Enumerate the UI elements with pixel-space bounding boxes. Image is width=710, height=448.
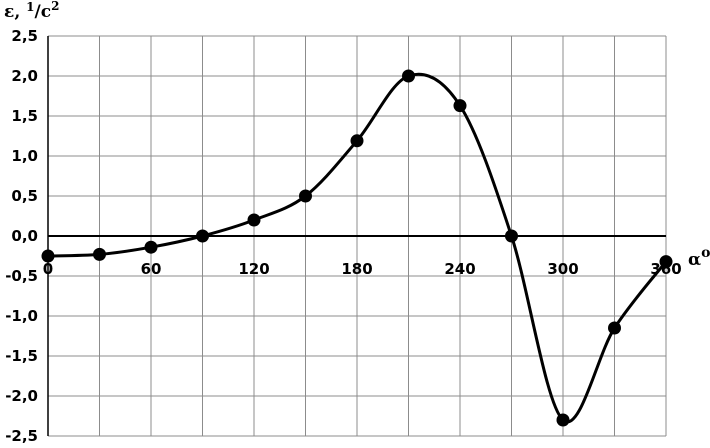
y-axis-title-exp: 2	[51, 0, 59, 13]
y-tick-labels: 2,5 2,0 1,5 1,0 0,5 0,0 -0,5 -1,0 -1,5 -2,0 -2,5	[5, 27, 38, 445]
series	[41, 69, 673, 427]
x-tick-label: 300	[547, 260, 578, 278]
y-tick-label: -1,0	[5, 307, 38, 325]
x-tick-label: 0	[43, 260, 53, 278]
y-tick-label: -0,5	[5, 267, 38, 285]
data-point	[247, 213, 261, 227]
y-tick-label: 0,0	[11, 227, 38, 245]
x-axis-title-main: α	[688, 250, 701, 270]
y-tick-label: 2,0	[11, 67, 38, 85]
x-tick-label: 120	[238, 260, 269, 278]
series-line	[46, 72, 668, 424]
y-axis-title: ε, 1/c2	[4, 0, 59, 22]
data-point	[93, 247, 106, 261]
data-point	[144, 240, 158, 254]
y-tick-label: 2,5	[11, 27, 38, 45]
x-axis-title-exp: o	[701, 245, 710, 261]
data-point	[299, 189, 312, 203]
data-point	[659, 255, 673, 269]
data-point	[402, 69, 415, 83]
x-axis-title: αo	[688, 245, 710, 270]
data-point	[608, 321, 621, 335]
data-point	[196, 229, 209, 243]
y-tick-label: -2,0	[5, 387, 38, 405]
axes	[47, 36, 666, 436]
x-tick-label: 60	[141, 260, 162, 278]
y-tick-label: -1,5	[5, 347, 38, 365]
data-point	[556, 413, 570, 427]
data-point	[453, 99, 467, 113]
y-axis-title-den: /c	[35, 2, 52, 22]
y-tick-label: 1,0	[11, 147, 38, 165]
y-tick-label: 0,5	[11, 187, 38, 205]
y-axis-title-main: ε,	[4, 2, 26, 22]
y-tick-label: -2,5	[5, 427, 38, 443]
x-tick-label: 240	[444, 260, 475, 278]
data-point	[505, 229, 518, 243]
axis-titles: ε, 1/c2 αo	[4, 0, 710, 270]
y-tick-label: 1,5	[11, 107, 38, 125]
x-tick-labels: 0 60 120 180 240 300 360	[43, 260, 682, 278]
data-point	[350, 134, 364, 148]
y-axis-title-num: 1	[26, 0, 34, 14]
x-tick-label: 180	[341, 260, 372, 278]
data-point	[41, 249, 55, 263]
